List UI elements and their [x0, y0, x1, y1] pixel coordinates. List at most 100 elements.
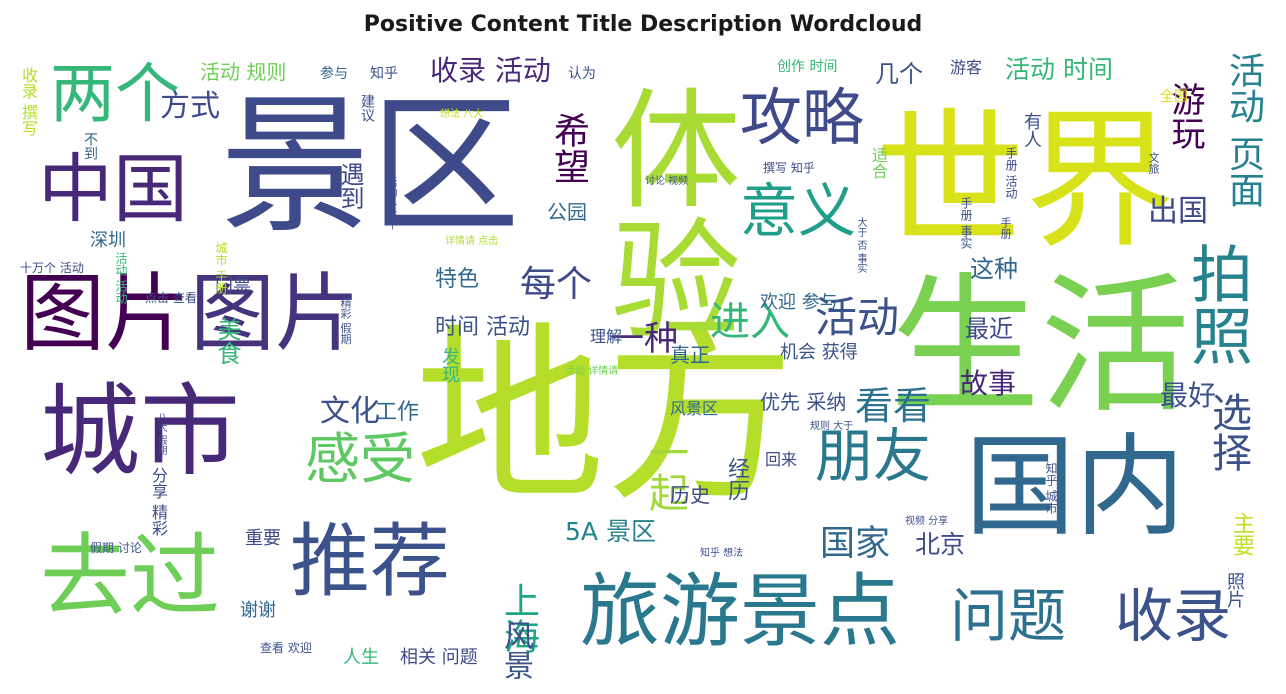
wordcloud-word: 全国: [1160, 89, 1188, 105]
wordcloud-word: 城市 手册: [214, 242, 228, 294]
wordcloud-word: 文化: [320, 394, 380, 429]
wordcloud-word: 活动: [815, 293, 900, 342]
wordcloud-word: 想法 八大: [440, 109, 484, 120]
wordcloud-word: 这种: [970, 255, 1018, 283]
wordcloud-word: 知乎 城市: [1044, 462, 1058, 514]
wordcloud-word: 深圳: [90, 230, 126, 251]
wordcloud-word: 真正: [670, 343, 710, 367]
wordcloud-word: 游玩: [1165, 82, 1205, 150]
wordcloud-word: 景区: [220, 80, 521, 254]
wordcloud-word: 手册: [999, 217, 1012, 239]
wordcloud-word: 手册 活动: [1004, 147, 1018, 199]
wordcloud-word: 点击 查看: [145, 291, 197, 305]
wordcloud-word: 希望: [548, 112, 589, 184]
wordcloud-word: 问题: [950, 582, 1067, 650]
wordcloud-word: 国家: [820, 524, 891, 564]
wordcloud-word: 假期 讨论: [90, 541, 142, 555]
wordcloud-word: 遇到: [336, 162, 364, 210]
wordcloud-word: 相关 问题: [400, 647, 478, 668]
wordcloud-word: 意义: [740, 177, 857, 245]
wordcloud-word: 中国: [38, 145, 189, 233]
wordcloud-word: 方式: [160, 89, 220, 124]
wordcloud-word: 活动 规则: [200, 60, 287, 84]
wordcloud-word: 适合: [869, 147, 888, 179]
wordcloud-word: 历史: [670, 483, 710, 507]
wordcloud-word: 最近: [965, 315, 1013, 343]
wordcloud-word: 谢谢: [240, 600, 276, 621]
wordcloud-word: 攻略: [740, 81, 865, 154]
wordcloud-word: 风景: [498, 620, 533, 680]
wordcloud-word: 十万个 活动: [20, 261, 84, 275]
wordcloud-word: 详情请 点击: [445, 236, 499, 247]
wordcloud-word: 看看: [855, 384, 932, 428]
wordcloud-canvas: 地方 生活 世界 景区 体验 国内 城市 旅游景点 推荐 图片 图片 去过 中国 两个 问题 收录 攻略 拍照 朋友…: [20, 52, 1268, 680]
wordcloud-word: 优先 采纳: [760, 390, 847, 414]
wordcloud-word: 主要: [1229, 512, 1254, 556]
wordcloud-word: 进入: [710, 299, 790, 345]
wordcloud-word: 知乎: [370, 66, 398, 82]
wordcloud-word: 感受: [305, 427, 416, 491]
wordcloud-word: 地方: [415, 306, 796, 527]
wordcloud-word: 规则 大于: [810, 421, 854, 432]
wordcloud-word: 有人: [1021, 112, 1042, 148]
wordcloud-word: 上海: [498, 582, 539, 654]
wordcloud-word: 大于 否 事实: [855, 217, 866, 274]
wordcloud-word: 创作 时间: [777, 59, 838, 75]
wordcloud-word: 手册 事实: [959, 197, 973, 249]
wordcloud-word: 活动 时间: [1005, 55, 1113, 84]
wordcloud-word: 拍照: [1180, 242, 1253, 366]
wordcloud-word: 发现: [439, 347, 460, 383]
wordcloud-word: 经历: [724, 457, 749, 501]
wordcloud-word: 北京: [915, 530, 966, 559]
wordcloud-word: 公园: [547, 200, 587, 224]
wordcloud-word: 欢迎 参与: [760, 292, 838, 313]
wordcloud-word: 一起: [642, 432, 688, 512]
wordcloud-word: 图片: [190, 265, 361, 364]
wordcloud-word: 活动 详情请: [565, 366, 619, 377]
wordcloud-word: 去过: [40, 524, 220, 629]
wordcloud-word: 回来: [765, 450, 798, 469]
wordcloud-word: 5A 景区: [565, 517, 656, 546]
wordcloud-word: 收录 撰写: [20, 67, 38, 137]
wordcloud-word: 朋友: [815, 422, 932, 490]
wordcloud-word: 时间 活动: [435, 315, 530, 340]
wordcloud-word: 查看 欢迎: [260, 641, 312, 655]
wordcloud-word: 每个: [520, 264, 593, 305]
wordcloud-word: 照片: [1224, 572, 1245, 608]
wordcloud-word: 生活: [890, 260, 1191, 434]
wordcloud-word: 收录 活动: [430, 54, 551, 87]
wordcloud-word: 精彩 假期: [339, 297, 352, 345]
wordcloud-word: 工作: [375, 400, 420, 425]
wordcloud-word: 出国: [1148, 194, 1208, 229]
wordcloud-word: 知乎 想法: [700, 548, 744, 559]
wordcloud-word: 最好: [1160, 379, 1217, 412]
wordcloud-word: 建议: [359, 94, 375, 122]
wordcloud-word: 视频 分享: [905, 516, 949, 527]
wordcloud-word: 故事: [960, 367, 1017, 400]
wordcloud-word: 推荐: [290, 515, 450, 608]
wordcloud-word: 选择: [1205, 392, 1251, 472]
wordcloud-word: 风景区: [670, 399, 719, 418]
wordcloud-word: 文旅: [1147, 152, 1160, 174]
wordcloud-word: 重要: [245, 528, 281, 549]
wordcloud-word: 特色: [435, 267, 480, 292]
wordcloud-word: 收录: [1115, 582, 1232, 650]
wordcloud-word: 活动 十万个: [385, 177, 396, 231]
wordcloud-word: 活动 活动: [114, 252, 128, 304]
wordcloud-word: 撰写 知乎: [763, 161, 815, 175]
wordcloud-word: 一种: [610, 319, 678, 359]
wordcloud-word: 讨论 视频: [645, 176, 689, 187]
chart-title: Positive Content Title Description Wordc…: [363, 12, 923, 37]
wordcloud-word: 旅游景点: [580, 565, 900, 658]
wordcloud-word: 两个: [50, 57, 181, 132]
wordcloud-word: 游客: [950, 58, 983, 77]
wordcloud-word: 门票: [215, 275, 251, 296]
wordcloud-word: 活动 页面: [1223, 52, 1264, 208]
wordcloud-word: 国内: [965, 423, 1185, 551]
wordcloud-word: 理解: [590, 327, 623, 346]
wordcloud-word: 世界: [875, 95, 1176, 269]
wordcloud-word: 分享 精彩: [149, 467, 168, 537]
wordcloud-word: 机会 获得: [780, 342, 858, 363]
wordcloud-word: 八大 假期: [155, 412, 166, 456]
wordcloud-word: 城市: [40, 373, 240, 490]
